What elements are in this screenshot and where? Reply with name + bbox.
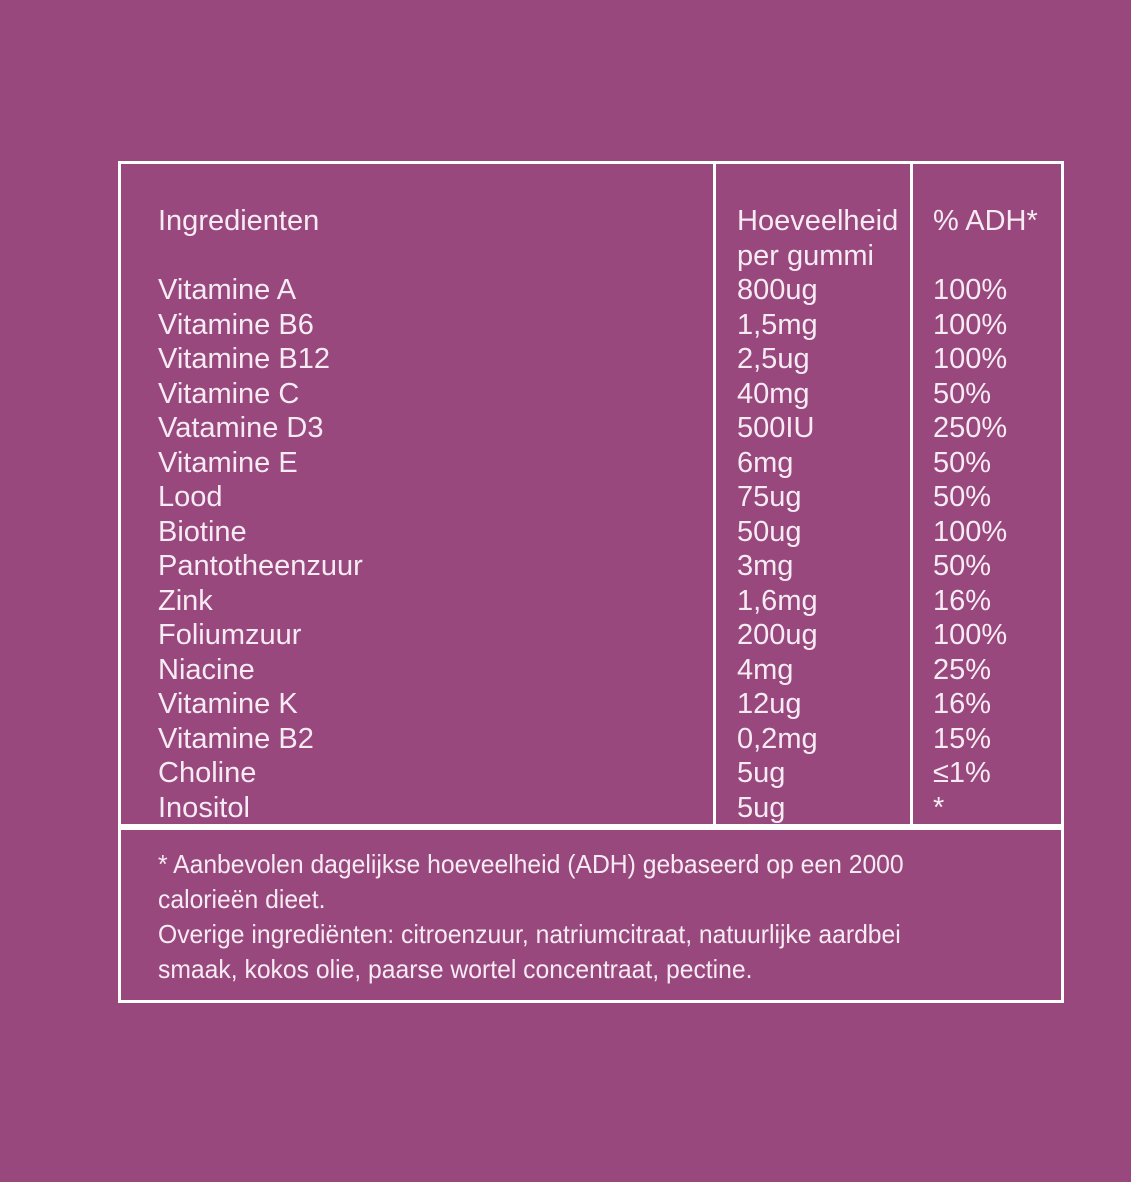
adh-cell: ≤1% bbox=[933, 757, 991, 789]
amount-cell: 5ug bbox=[737, 791, 786, 824]
adh-cell: 25% bbox=[933, 653, 992, 686]
ingredient-cell: Vitamine B2 bbox=[158, 722, 314, 755]
adh-cell: 15% bbox=[933, 722, 992, 755]
adh-cell: 100% bbox=[933, 515, 1008, 548]
amount-cell: 4mg bbox=[737, 653, 794, 686]
ingredient-cell: Vitamine C bbox=[158, 377, 300, 410]
adh-cell: 50% bbox=[933, 377, 992, 410]
footnote-box: * Aanbevolen dagelijkse hoeveelheid (ADH… bbox=[118, 827, 1064, 1003]
nutrition-table: Ingredienten Vitamine A Vitamine B6 Vitami… bbox=[118, 161, 1064, 827]
amount-cell: 1,6mg bbox=[737, 584, 818, 617]
ingredient-cell: Zink bbox=[158, 584, 213, 617]
ingredient-cell: Vitamine B6 bbox=[158, 308, 314, 341]
ingredient-cell: Biotine bbox=[158, 515, 247, 548]
adh-cell: * bbox=[933, 791, 945, 824]
adh-cell: 100% bbox=[933, 274, 1008, 306]
footnote-adh-note-line1: * Aanbevolen dagelijkse hoeveelheid (ADH… bbox=[158, 849, 904, 879]
amount-header-line2: per gummi bbox=[737, 239, 874, 272]
amount-cell: 200ug bbox=[737, 619, 818, 651]
adh-cell: 100% bbox=[933, 619, 1008, 651]
amount-cell: 3mg bbox=[737, 550, 794, 582]
amount-cell: 0,2mg bbox=[737, 722, 818, 755]
amount-header-line1: Hoeveelheid bbox=[737, 205, 899, 237]
amount-cell: 75ug bbox=[737, 481, 802, 513]
footnote-adh-note-line2: calorieën dieet. bbox=[158, 884, 326, 914]
amount-cell: 40mg bbox=[737, 377, 810, 410]
amount-cell: 12ug bbox=[737, 688, 802, 720]
adh-cell: 250% bbox=[933, 412, 1008, 444]
ingredient-cell: Vitamine A bbox=[158, 274, 297, 306]
ingredients-header: Ingredienten bbox=[158, 205, 320, 237]
adh-cell: 100% bbox=[933, 343, 1008, 375]
ingredient-cell: Vitamine E bbox=[158, 446, 298, 479]
header-spacer bbox=[158, 239, 713, 274]
amount-cell: 2,5ug bbox=[737, 343, 810, 375]
ingredient-cell: Choline bbox=[158, 757, 257, 789]
ingredient-cell: Niacine bbox=[158, 653, 255, 686]
amount-cell: 800ug bbox=[737, 274, 818, 306]
header-spacer bbox=[933, 239, 1061, 274]
ingredient-cell: Lood bbox=[158, 481, 223, 513]
ingredient-cell: Vitamine K bbox=[158, 688, 298, 720]
ingredient-cell: Vatamine D3 bbox=[158, 412, 324, 444]
adh-cell: 100% bbox=[933, 308, 1008, 341]
ingredient-cell: Vitamine B12 bbox=[158, 343, 330, 375]
amount-cell: 5ug bbox=[737, 757, 786, 789]
amount-cell: 6mg bbox=[737, 446, 794, 479]
adh-cell: 16% bbox=[933, 688, 992, 720]
ingredients-column: Ingredienten Vitamine A Vitamine B6 Vitami… bbox=[121, 164, 713, 824]
adh-column: % ADH* 100% 100% 100% 50% 250% 50% 50% 100% 50% 1… bbox=[910, 164, 1061, 824]
adh-header: % ADH* bbox=[933, 205, 1038, 237]
footnote-other-ingredients-line1: Overige ingrediënten: citroenzuur, natri… bbox=[158, 919, 901, 949]
adh-cell: 50% bbox=[933, 481, 992, 513]
ingredient-cell: Pantotheenzuur bbox=[158, 550, 363, 582]
ingredient-cell: Foliumzuur bbox=[158, 619, 302, 651]
adh-cell: 16% bbox=[933, 584, 992, 617]
amount-cell: 50ug bbox=[737, 515, 802, 548]
adh-cell: 50% bbox=[933, 550, 992, 582]
adh-cell: 50% bbox=[933, 446, 992, 479]
amount-column: Hoeveelheid per gummi 800ug 1,5mg 2,5ug 40m… bbox=[713, 164, 910, 824]
amount-cell: 500IU bbox=[737, 412, 815, 444]
ingredient-cell: Inositol bbox=[158, 791, 250, 824]
amount-cell: 1,5mg bbox=[737, 308, 818, 341]
footnote-other-ingredients-line2: smaak, kokos olie, paarse wortel concent… bbox=[158, 954, 753, 984]
